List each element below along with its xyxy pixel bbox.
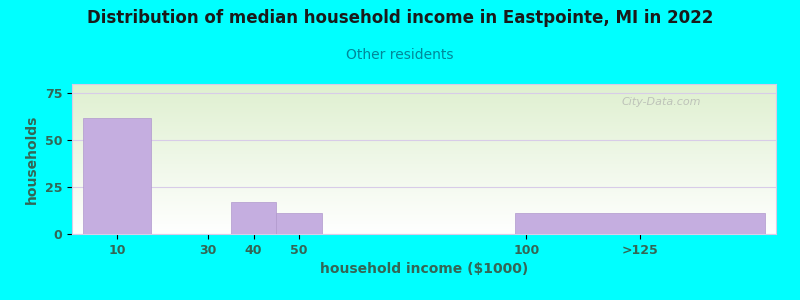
Text: City-Data.com: City-Data.com bbox=[621, 97, 701, 107]
Bar bbox=[231, 202, 276, 234]
Text: Other residents: Other residents bbox=[346, 48, 454, 62]
Bar bbox=[276, 213, 322, 234]
Text: Distribution of median household income in Eastpointe, MI in 2022: Distribution of median household income … bbox=[87, 9, 713, 27]
X-axis label: household income ($1000): household income ($1000) bbox=[320, 262, 528, 276]
Bar bbox=[83, 118, 151, 234]
Y-axis label: households: households bbox=[26, 114, 39, 204]
Bar bbox=[515, 213, 765, 234]
